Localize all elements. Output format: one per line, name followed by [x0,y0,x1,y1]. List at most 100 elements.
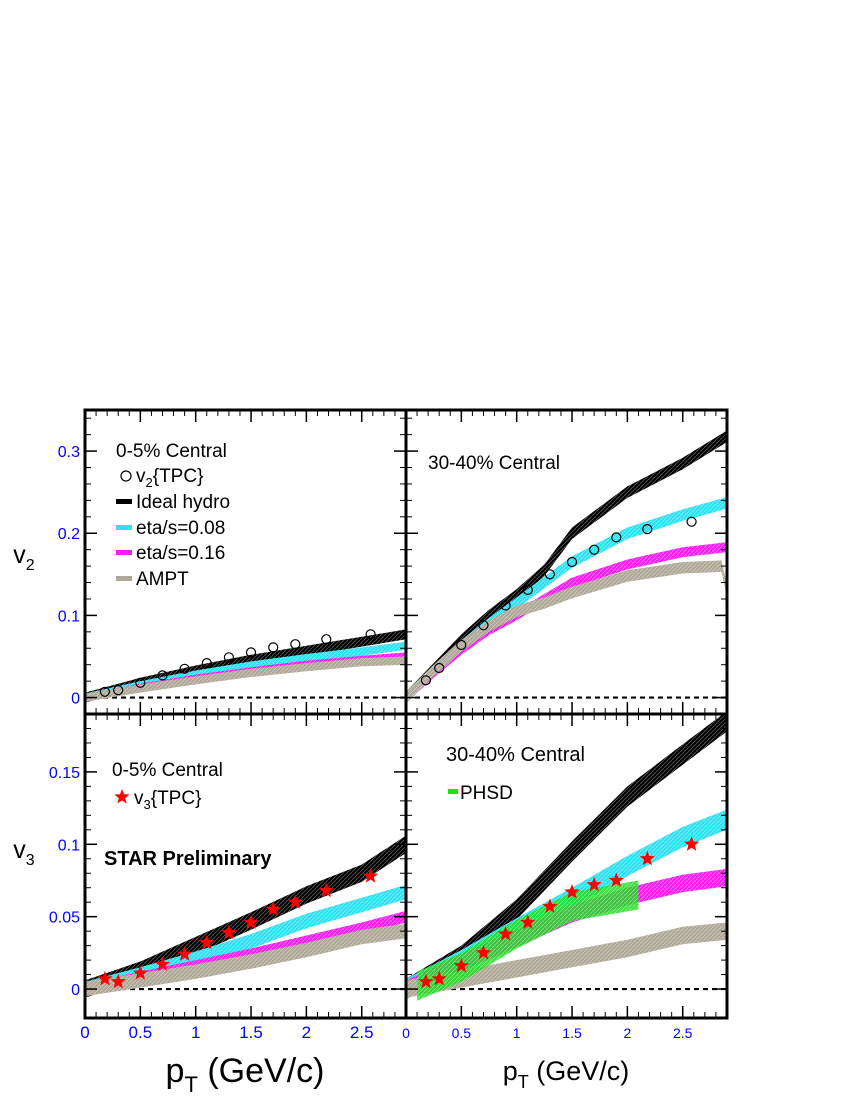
data-point [223,652,234,663]
band-ampt-texture [85,656,406,702]
y-axis-label-v2: v2 [13,541,35,574]
data-point [154,956,171,971]
data-point [365,629,376,640]
data-point [542,898,558,913]
data-point [132,965,148,980]
legend-bottom-left: v3{TPC} [114,788,201,812]
x-tick-label: 1 [513,1025,521,1041]
y-tick-label: 0 [71,982,80,999]
x-tick-label: 0 [80,1023,89,1042]
data-point [686,516,697,527]
data-point [245,647,257,658]
band-ampt-texture [85,923,406,997]
y-tick-label: 0.3 [58,444,80,461]
data-point [639,850,655,866]
legend-line-marker [116,499,132,504]
data-point [135,677,146,688]
y-tick-label: 0.15 [49,765,80,782]
x-tick-label: 0.5 [452,1025,472,1041]
data-point [684,836,700,851]
data-point [498,926,514,941]
x-axis-label-left: pT (GeV/c) [166,1052,325,1097]
band-ampt-texture [406,560,727,704]
y-tick-label: 0.1 [58,608,80,625]
legend-bottom-right: PHSD [448,783,513,804]
x-tick-label: 0 [402,1025,410,1041]
panel-v3_0_5: 0 0.05 0.1 0.15 0 0.5 1 1.5 2 2.5 [49,712,408,1042]
x-tick-label: 0.5 [129,1023,153,1042]
x-tick-label: 2 [623,1025,631,1041]
legend-label: eta/s=0.16 [136,543,225,564]
data-point [179,663,190,674]
x-tick-label: 2 [302,1023,311,1042]
x-axis-label-right: pT (GeV/c) [503,1056,630,1092]
legend-label: v3{TPC} [134,788,201,812]
band-phsd-texture [417,880,639,1001]
y-tick-label: 0 [71,691,80,708]
data-point [157,670,168,681]
data-point [544,569,556,580]
legend-top: v2{TPC} Ideal hydro eta/s=0.08 eta/s=0.1… [116,466,230,590]
data-point [321,634,332,645]
x-tick-label: 1 [191,1023,200,1042]
data-point [586,876,602,892]
band-ampt-texture [406,922,727,998]
data-point [290,639,301,650]
data-point [201,657,212,669]
x-tick-label: 1.5 [239,1023,263,1042]
tl-centrality-label: 0-5% Central [116,441,227,462]
band-ideal-hydro-texture [406,430,727,704]
data-point [566,556,578,568]
data-point [478,620,489,631]
legend-item-ideal-hydro: Ideal hydro [116,492,230,513]
data-point [265,901,281,916]
band-ideal-hydro-texture [85,629,406,703]
br-centrality-label: 30-40% Central [446,744,585,766]
plot-content [406,430,727,704]
panel-frame [404,712,729,1020]
y-axis-label-v3: v3 [13,836,35,869]
bl-centrality-label: 0-5% Central [112,760,223,781]
data-point [287,894,303,909]
legend-star-marker [114,789,130,804]
data-point [564,884,580,899]
x-tick-label: 2.5 [350,1023,374,1042]
data-point [243,914,259,929]
legend-line-marker [116,576,132,581]
band-eta-s-0-08-texture [85,641,406,702]
y-tick-label: 0.1 [58,837,80,854]
panel-v2_0_5: 0 0.1 0.2 0.3 [58,408,408,716]
data-point [318,882,334,898]
data-point [456,639,467,651]
data-point [475,944,492,960]
data-point [99,686,111,697]
band-ideal-hydro-texture [406,714,727,1000]
data-point [642,523,653,535]
data-point [608,872,624,887]
legend-item-v2-tpc: v2{TPC} [120,466,203,490]
data-point [177,946,193,961]
data-point [418,973,434,989]
data-point [611,532,622,543]
x-tick-label: 1.5 [562,1025,582,1041]
legend-label: PHSD [460,783,513,804]
data-point [520,914,536,929]
star-preliminary-label: STAR Preliminary [104,848,272,870]
band-eta-s-0-16-texture [406,868,727,998]
legend-item-eta-016: eta/s=0.16 [116,543,225,564]
y-tick-label: 0.05 [49,910,80,927]
data-point [268,642,279,653]
legend-circle-marker [120,470,132,482]
tr-centrality-label: 30-40% Central [428,453,560,474]
data-point [97,970,113,986]
y-tick-label: 0.2 [58,526,80,543]
data-point [420,675,431,686]
legend-item-ampt: AMPT [116,569,189,590]
data-point [113,685,124,696]
legend-label: AMPT [136,569,189,590]
data-point [453,957,469,973]
legend-line-marker [448,789,458,794]
data-point [110,973,126,989]
x-tick-label: 2.5 [673,1025,693,1041]
